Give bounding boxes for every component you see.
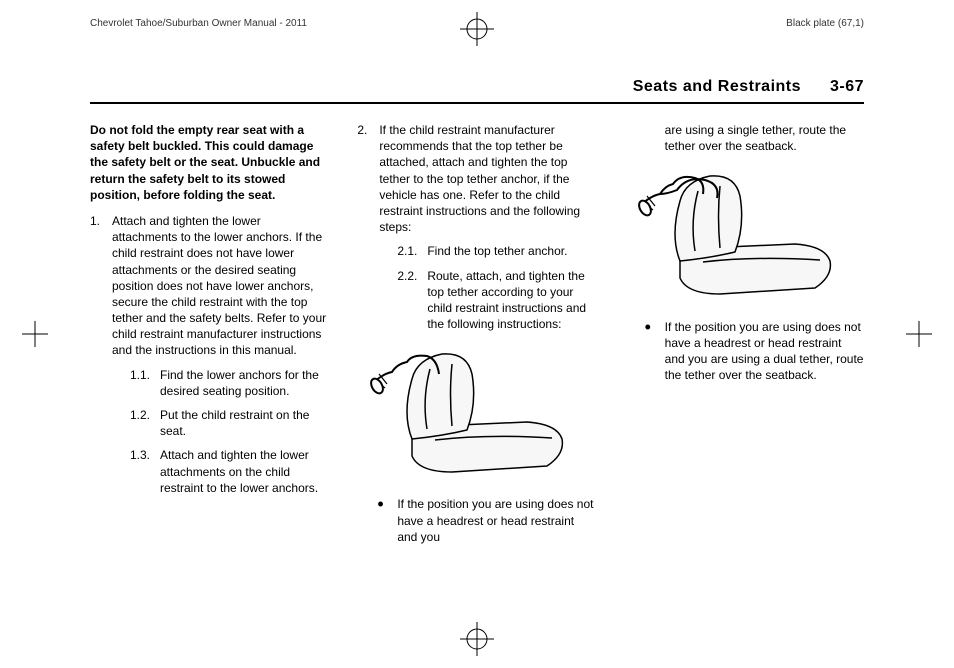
step-2-2-number: 2.2. [397, 268, 417, 284]
reg-mark-right [906, 321, 932, 347]
column-1: Do not fold the empty rear seat with a s… [90, 122, 329, 545]
manual-title: Chevrolet Tahoe/Suburban Owner Manual - … [90, 18, 307, 29]
step-2-1-text: Find the top tether anchor. [427, 244, 567, 258]
bullet-single-tether: If the position you are using does not h… [357, 496, 596, 545]
bullet-dual-tether-text: If the position you are using does not h… [665, 320, 864, 383]
print-header: Chevrolet Tahoe/Suburban Owner Manual - … [0, 18, 954, 29]
step-1-text: Attach and tighten the lower attachments… [112, 214, 326, 358]
step-2-1: 2.1. Find the top tether anchor. [397, 243, 596, 259]
page-content: Seats and Restraints 3-67 Do not fold th… [90, 78, 864, 618]
step-2-1-number: 2.1. [397, 243, 417, 259]
step-1: 1. Attach and tighten the lower attachme… [90, 213, 329, 496]
step-2: 2. If the child restraint manufacturer r… [357, 122, 596, 332]
step-1-2-number: 1.2. [130, 407, 150, 423]
plate-info: Black plate (67,1) [786, 18, 864, 29]
step-1-3-text: Attach and tighten the lower attachments… [160, 448, 318, 494]
step-1-2-text: Put the child restraint on the seat. [160, 408, 309, 438]
warning-text: Do not fold the empty rear seat with a s… [90, 122, 329, 203]
section-title: Seats and Restraints [633, 78, 801, 95]
step-2-2: 2.2. Route, attach, and tighten the top … [397, 268, 596, 333]
step-2-2-text: Route, attach, and tighten the top tethe… [427, 269, 586, 332]
bullet-single-tether-cont: are using a single tether, route the tet… [625, 122, 864, 154]
reg-mark-bottom [460, 622, 494, 656]
reg-mark-left [22, 321, 48, 347]
step-1-number: 1. [90, 213, 100, 229]
step-2-text: If the child restraint manufacturer reco… [379, 123, 580, 234]
step-1-1: 1.1. Find the lower anchors for the desi… [130, 367, 329, 399]
step-1-3: 1.3. Attach and tighten the lower attach… [130, 447, 329, 496]
page-number: 3-67 [830, 78, 864, 95]
seat-illustration-single-tether [357, 344, 596, 488]
step-1-3-number: 1.3. [130, 447, 150, 463]
section-header: Seats and Restraints 3-67 [90, 78, 864, 104]
step-2-number: 2. [357, 122, 367, 138]
step-1-1-text: Find the lower anchors for the desired s… [160, 368, 319, 398]
column-2: 2. If the child restraint manufacturer r… [357, 122, 596, 545]
column-3: are using a single tether, route the tet… [625, 122, 864, 545]
bullet-single-tether-text: If the position you are using does not h… [397, 497, 593, 543]
seat-illustration-dual-tether [625, 166, 864, 310]
step-1-1-number: 1.1. [130, 367, 150, 383]
bullet-dual-tether: If the position you are using does not h… [625, 319, 864, 384]
step-1-2: 1.2. Put the child restraint on the seat… [130, 407, 329, 439]
